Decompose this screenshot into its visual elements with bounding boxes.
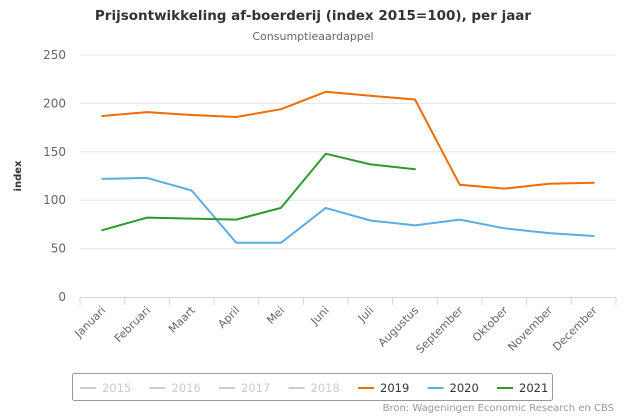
x-axis: Januari Februari Maart April Mei Juni Juli Augu… (72, 297, 617, 357)
y-axis-label: index (13, 160, 24, 191)
series-line-2019 (101, 90, 595, 190)
x-tick-label: April (215, 304, 242, 331)
y-tick-label: 100 (43, 193, 66, 207)
legend-label: 2020 (450, 381, 479, 395)
chart-title: Prijsontwikkeling af-boerderij (index 20… (95, 8, 532, 24)
x-tick-label: Augustus (376, 304, 422, 350)
y-tick-label: 0 (58, 290, 66, 304)
legend-item-2015[interactable]: 2015 (80, 381, 131, 395)
legend: 2015 2016 2017 2018 2019 2020 2021 (72, 373, 553, 401)
x-tick-label: Maart (166, 303, 198, 335)
x-tick-label: Juni (308, 304, 332, 328)
legend-box (72, 373, 553, 401)
legend-label: 2018 (311, 381, 340, 395)
x-tick-label: November (505, 304, 555, 354)
series-line-2021 (101, 152, 416, 232)
y-tick-label: 50 (51, 242, 66, 256)
y-tick-label: 250 (43, 48, 66, 62)
x-tick-label: September (414, 304, 467, 357)
legend-item-2020[interactable]: 2020 (427, 381, 479, 395)
x-tick-label: Januari (72, 304, 109, 341)
legend-label: 2015 (102, 381, 131, 395)
x-tick-label: December (550, 304, 600, 354)
x-tick-label: Oktober (470, 304, 511, 345)
legend-item-2017[interactable]: 2017 (219, 381, 270, 395)
legend-item-2018[interactable]: 2018 (288, 381, 340, 395)
legend-label: 2017 (241, 381, 270, 395)
x-tick-label: Februari (112, 304, 153, 345)
x-tick-label: Mei (264, 304, 287, 327)
series-lines (101, 90, 595, 244)
legend-label: 2019 (380, 381, 409, 395)
y-axis-ticks: 0 50 100 150 200 250 (43, 48, 66, 304)
legend-item-2016[interactable]: 2016 (149, 381, 201, 395)
x-tick-label: Juli (355, 304, 376, 325)
legend-label: 2021 (519, 381, 548, 395)
series-line-2020 (101, 176, 595, 244)
legend-label: 2016 (172, 381, 201, 395)
legend-item-2019[interactable]: 2019 (358, 381, 409, 395)
credits: Bron: Wageningen Economic Research en CB… (383, 403, 614, 414)
legend-item-2021[interactable]: 2021 (497, 381, 548, 395)
gridlines (80, 54, 616, 250)
chart-subtitle: Consumptieaardappel (252, 30, 373, 43)
y-tick-label: 150 (43, 145, 66, 159)
y-tick-label: 200 (43, 96, 66, 110)
